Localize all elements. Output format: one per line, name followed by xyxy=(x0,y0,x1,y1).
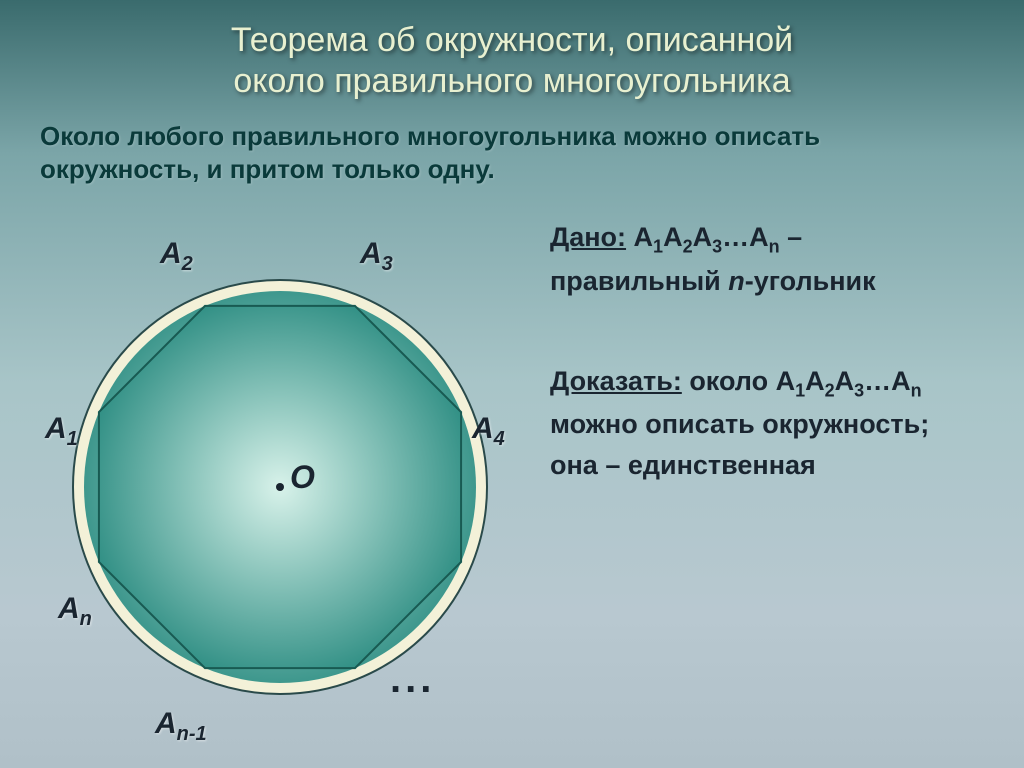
title-line-1: Теорема об окружности, описанной xyxy=(231,21,793,59)
vertex-label-2: А2 xyxy=(160,237,193,276)
prove-label: Доказать: xyxy=(550,366,682,396)
slide-title: Теорема об окружности, описанной около п… xyxy=(0,0,1024,112)
vertex-label-3: А3 xyxy=(360,237,393,276)
vertex-label-n-1: Аn-1 xyxy=(155,707,207,746)
title-line-2: около правильного многоугольника xyxy=(233,62,790,100)
vertex-label-1: А1 xyxy=(45,412,78,451)
content-area: О А1 А2 А3 А4 Аn Аn-1... Дано: А1А2А3…Аn – пра… xyxy=(0,207,1024,747)
ellipsis-dots: ... xyxy=(390,657,435,702)
center-label: О xyxy=(290,459,315,496)
theorem-statement: Около любого правильного многоугольника … xyxy=(0,112,1024,208)
proof-panel: Дано: А1А2А3…Аn – правильный n-угольник … xyxy=(550,217,1000,545)
vertex-label-n: Аn xyxy=(58,592,92,631)
vertex-label-4: А4 xyxy=(472,412,505,451)
given-label: Дано: xyxy=(550,222,626,252)
geometry-diagram: ОА1А2А3А4АnАn-1... xyxy=(40,207,520,727)
given-block: Дано: А1А2А3…Аn – правильный n-угольник xyxy=(550,217,970,301)
prove-block: Доказать: около А1А2А3…Аn можно описать … xyxy=(550,361,970,485)
